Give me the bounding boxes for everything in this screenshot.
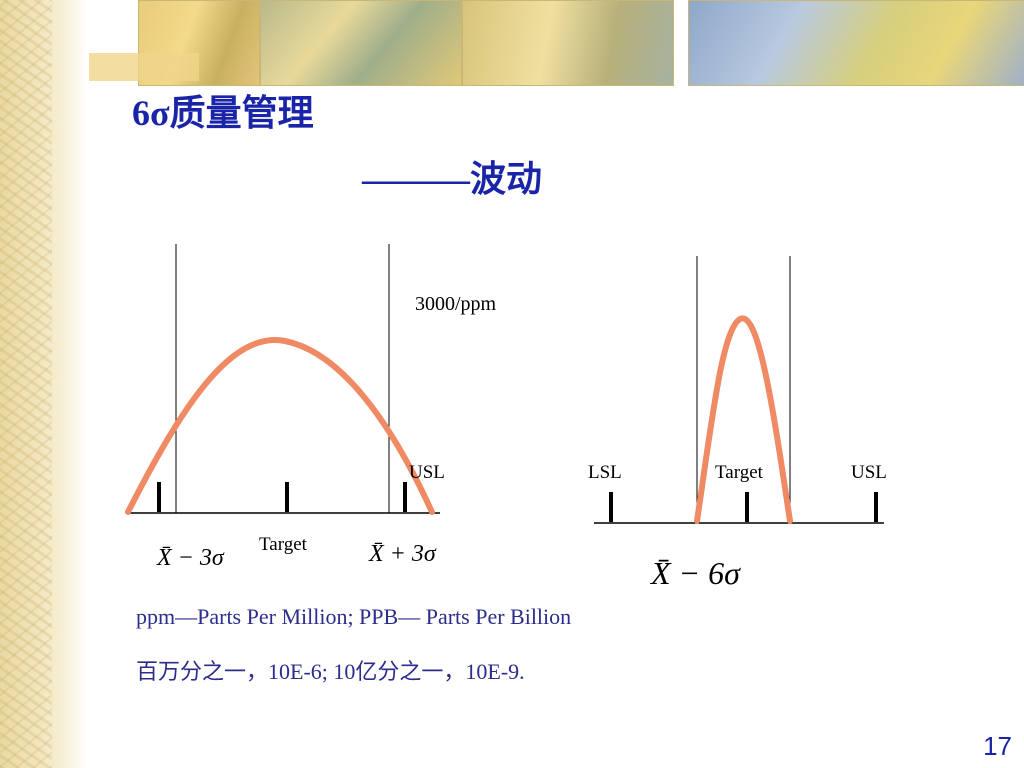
banner-photo-4 [688, 0, 1024, 86]
left-target-label: Target [259, 534, 308, 555]
right-minus-6sigma-label: X̄ − 6σ [649, 555, 741, 591]
ppm-ppb-chinese-definition: 百万分之一，10E-6; 10亿分之一，10E-9. [136, 659, 525, 684]
slide-subtitle: ———波动 [362, 159, 543, 199]
texture-pattern [0, 0, 52, 768]
left-distribution-curve [125, 336, 435, 515]
banner-sliver [89, 53, 199, 81]
right-distribution-curve [694, 315, 793, 524]
banner-photo-1 [89, 0, 260, 86]
top-photo-banner [88, 0, 1024, 88]
left-chart: 3000/ppm USL Target X̄ − 3σ X̄ + 3σ [125, 244, 497, 571]
ppm-ppb-definition: ppm—Parts Per Million; PPB— Parts Per Bi… [136, 604, 572, 629]
left-annotation-ppm: 3000/ppm [415, 293, 497, 315]
left-usl-label: USL [409, 462, 445, 483]
page-number: 17 [983, 731, 1012, 761]
slide-title: 6σ质量管理 [132, 93, 314, 133]
banner-photo-2 [260, 0, 462, 86]
right-usl-label: USL [851, 462, 887, 483]
right-target-label: Target [715, 462, 764, 483]
right-chart: LSL Target USL X̄ − 6σ [588, 256, 887, 591]
left-minus-3sigma-label: X̄ − 3σ [156, 545, 225, 571]
right-lsl-label: LSL [588, 462, 622, 483]
banner-photo-3 [462, 0, 674, 86]
left-texture-strip [0, 0, 88, 768]
left-plus-3sigma-label: X̄ + 3σ [368, 541, 437, 567]
